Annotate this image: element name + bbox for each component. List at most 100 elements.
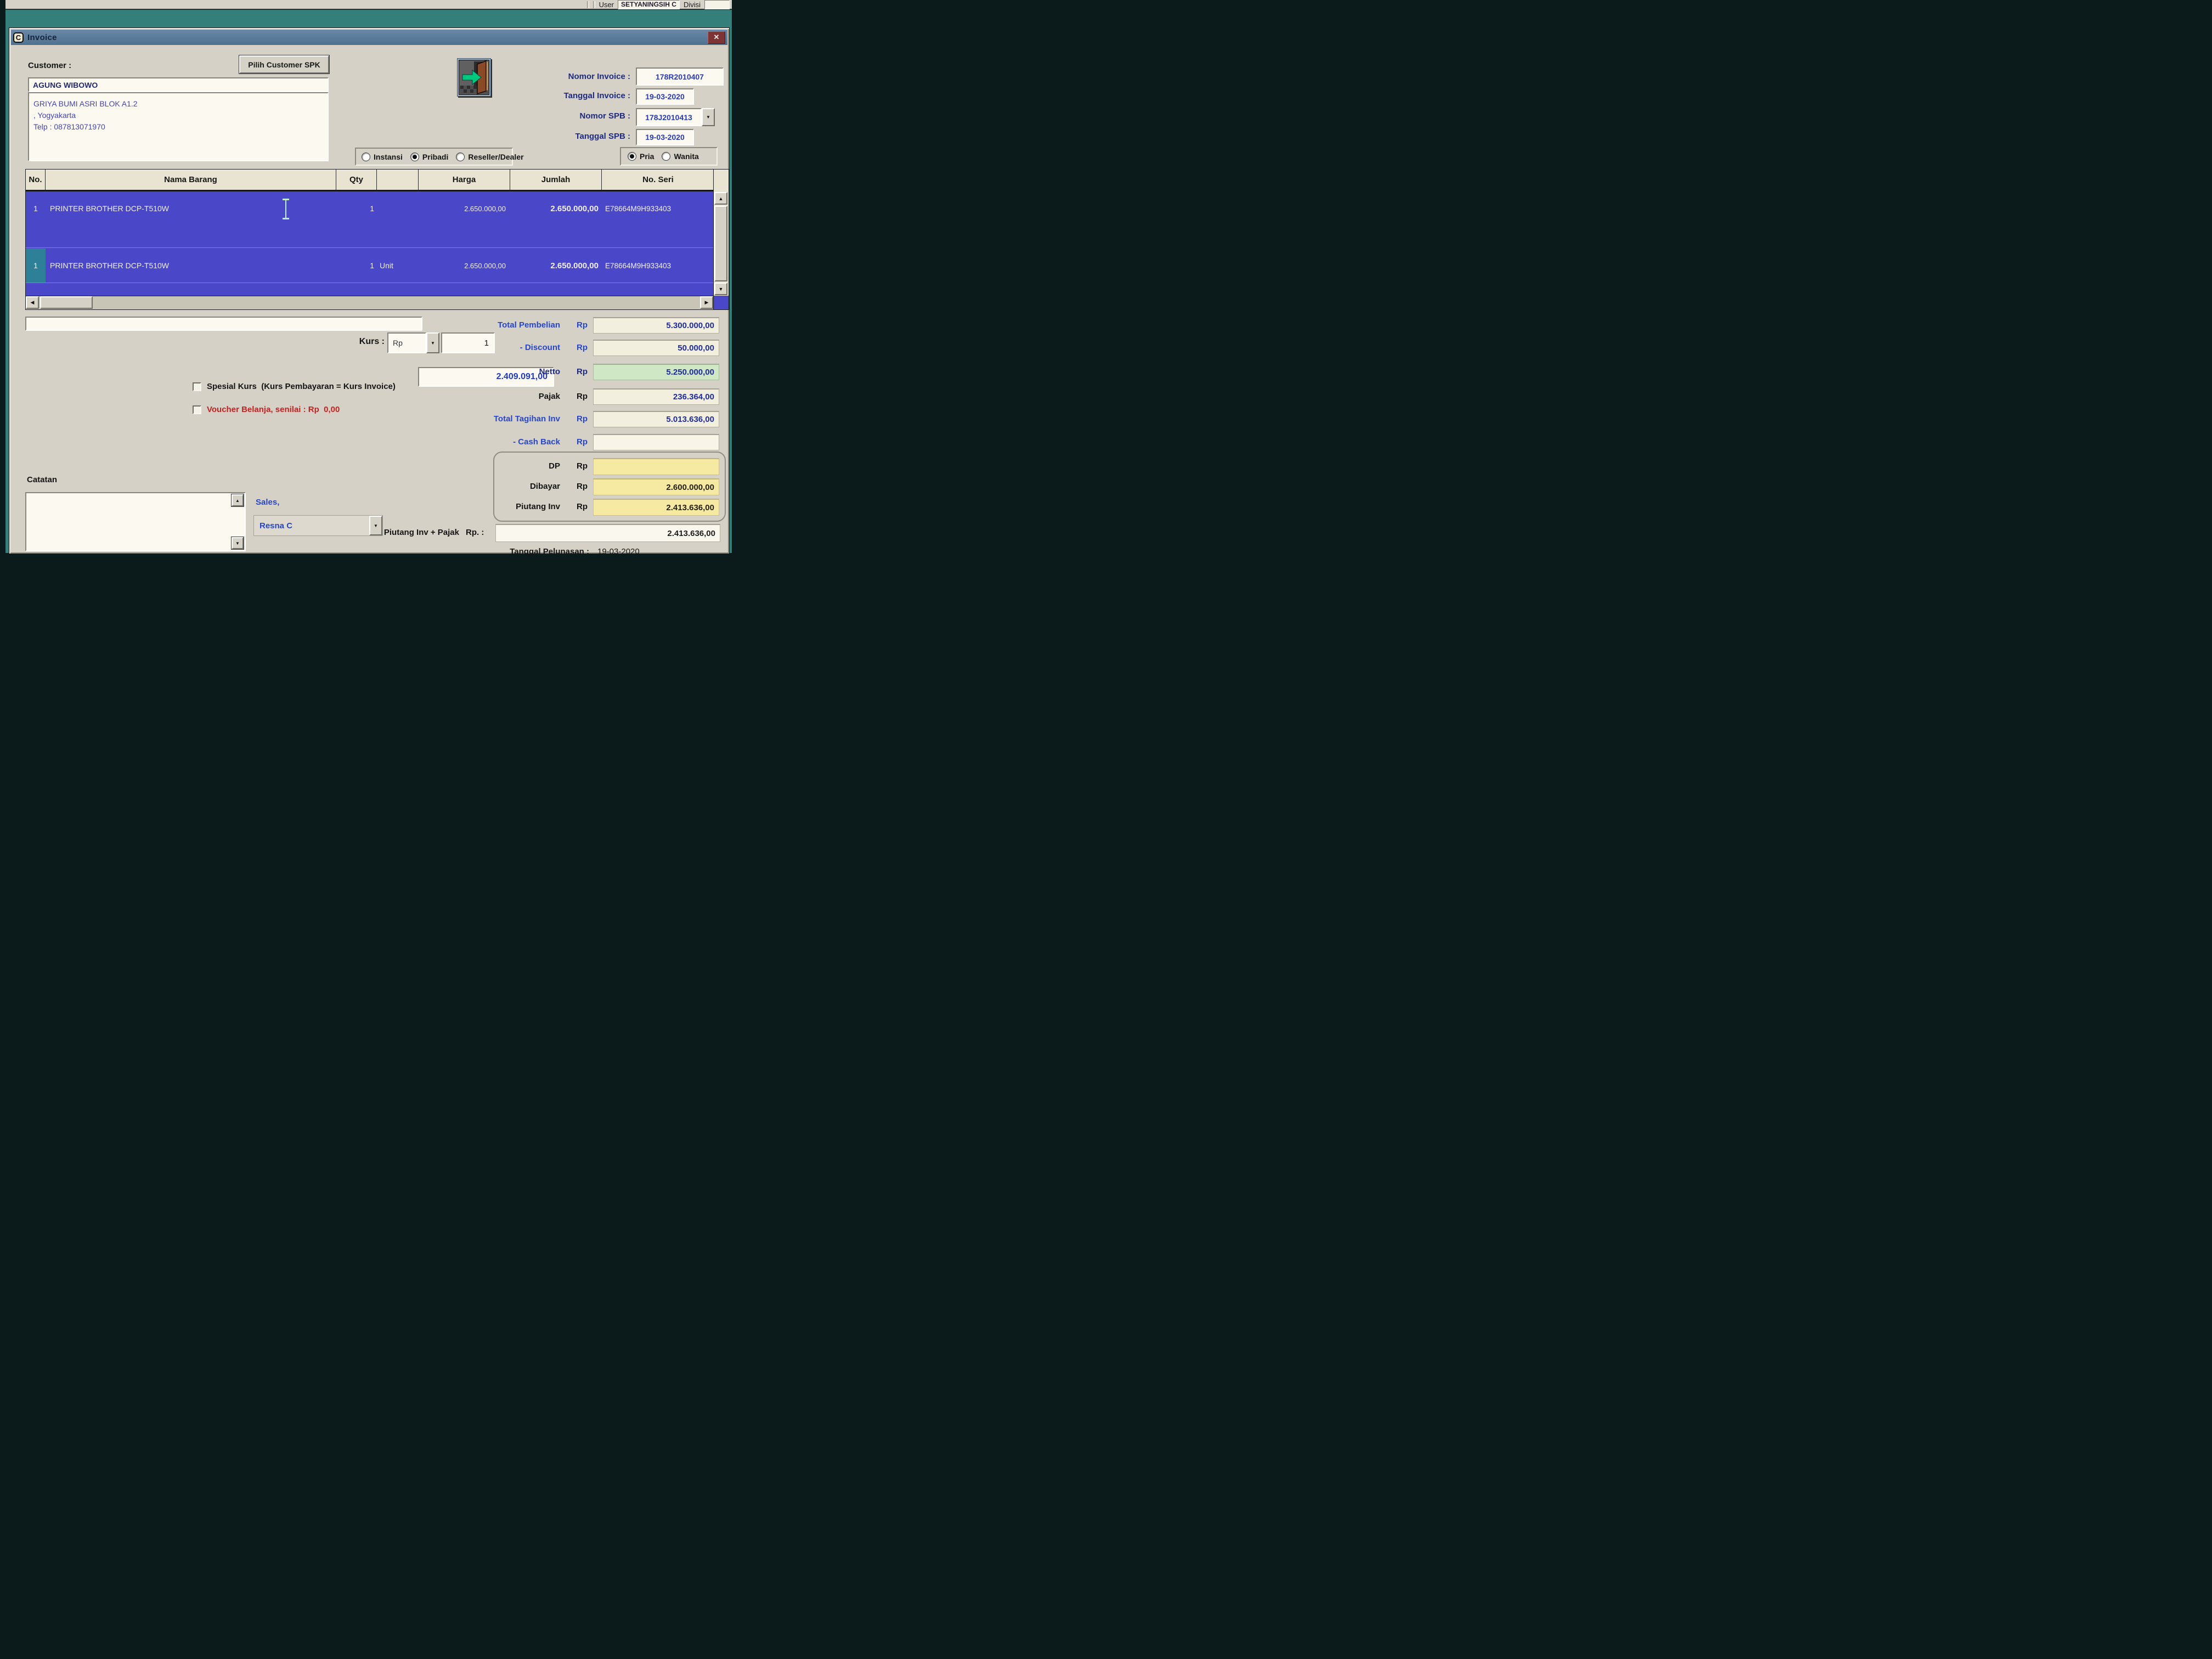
chevron-down-icon[interactable]: ▼ bbox=[369, 516, 382, 535]
address-line: Telp : 087813071970 bbox=[33, 122, 105, 131]
customer-name-field[interactable]: AGUNG WIBOWO bbox=[28, 77, 329, 92]
scrollbar-thumb[interactable] bbox=[714, 206, 727, 281]
netto-field[interactable]: 5.250.000,00 bbox=[593, 364, 719, 380]
nomor-invoice-label: Nomor Invoice : bbox=[568, 72, 630, 81]
table-row[interactable]: 1 PRINTER BROTHER DCP-T510W 1 Unit 2.650… bbox=[26, 249, 714, 283]
radio-selected-icon bbox=[410, 152, 419, 161]
dp-label: DP bbox=[549, 461, 560, 471]
cell-unit bbox=[377, 191, 419, 225]
col-header-unit[interactable] bbox=[377, 170, 419, 190]
total-tagihan-field[interactable]: 5.013.636,00 bbox=[593, 411, 719, 427]
title-bar[interactable]: C Invoice ✕ bbox=[11, 30, 727, 45]
scroll-down-button[interactable]: ▼ bbox=[714, 283, 727, 295]
piutang-pajak-field[interactable]: 2.413.636,00 bbox=[495, 524, 720, 542]
col-header-jumlah[interactable]: Jumlah bbox=[510, 170, 602, 190]
dibayar-field[interactable]: 2.600.000,00 bbox=[593, 478, 719, 495]
special-kurs-checkbox[interactable] bbox=[193, 382, 201, 391]
kurs-label: Kurs : bbox=[359, 337, 385, 346]
currency-label: Rp bbox=[577, 343, 588, 352]
pick-customer-spk-button[interactable]: Pilih Customer SPK bbox=[239, 55, 329, 74]
scrollbar-thumb[interactable] bbox=[40, 296, 93, 309]
currency-label: Rp bbox=[577, 502, 588, 511]
cell-jumlah: 2.650.000,00 bbox=[550, 261, 599, 270]
table-header: No. Nama Barang Qty Harga Jumlah No. Ser… bbox=[26, 170, 729, 191]
radio-wanita[interactable]: Wanita bbox=[662, 152, 699, 161]
payment-group bbox=[493, 452, 726, 522]
piutang-inv-field[interactable]: 2.413.636,00 bbox=[593, 499, 719, 516]
currency-label: Rp bbox=[577, 437, 588, 447]
col-header-nama[interactable]: Nama Barang bbox=[46, 170, 336, 190]
cell-jumlah: 2.650.000,00 bbox=[550, 204, 599, 213]
voucher-checkbox[interactable] bbox=[193, 405, 201, 414]
nomor-spb-label: Nomor SPB : bbox=[579, 111, 630, 121]
tanggal-spb-field[interactable]: 19-03-2020 bbox=[636, 129, 694, 145]
chevron-down-icon[interactable]: ▼ bbox=[702, 108, 715, 126]
currency-label: Rp bbox=[577, 461, 588, 471]
scrollbar-corner bbox=[713, 296, 729, 309]
divisi-field[interactable] bbox=[704, 0, 730, 9]
notes-scroll-up-button[interactable]: ▲ bbox=[232, 494, 244, 506]
table-horizontal-scrollbar[interactable]: ◀ ▶ bbox=[26, 296, 714, 309]
table-body: 1 PRINTER BROTHER DCP-T510W 1 2.650.000,… bbox=[26, 191, 714, 296]
kurs-converted-field[interactable]: 2.409.091,00 bbox=[418, 367, 554, 387]
sales-combo[interactable]: Resna C ▼ bbox=[253, 515, 383, 536]
close-button[interactable]: ✕ bbox=[708, 31, 725, 44]
currency-label: Rp bbox=[577, 482, 588, 491]
customer-address-box[interactable]: GRIYA BUMI ASRI BLOK A1.2 , Yogyakarta T… bbox=[28, 92, 329, 161]
discount-field[interactable]: 50.000,00 bbox=[593, 340, 719, 356]
divisi-label: Divisi bbox=[683, 0, 701, 9]
radio-icon bbox=[662, 152, 671, 161]
currency-label: Rp bbox=[577, 414, 588, 424]
notes-scroll-down-button[interactable]: ▼ bbox=[232, 537, 244, 549]
cell-harga: 2.650.000,00 bbox=[464, 261, 506, 270]
kurs-currency-field[interactable]: Rp bbox=[387, 332, 426, 353]
nomor-invoice-field[interactable]: 178R2010407 bbox=[636, 67, 724, 86]
pajak-field[interactable]: 236.364,00 bbox=[593, 388, 719, 405]
item-entry-field[interactable] bbox=[25, 317, 422, 331]
col-header-no[interactable]: No. bbox=[26, 170, 46, 190]
top-toolbar: User SETYANINGSIH C Divisi bbox=[5, 0, 732, 10]
nomor-spb-combo[interactable]: 178J2010413 ▼ bbox=[636, 108, 715, 126]
nomor-spb-field[interactable]: 178J2010413 bbox=[636, 108, 702, 126]
total-pembelian-field[interactable]: 5.300.000,00 bbox=[593, 317, 719, 334]
cash-back-field[interactable] bbox=[593, 434, 719, 450]
dp-field[interactable] bbox=[593, 458, 719, 475]
cell-harga: 2.650.000,00 bbox=[464, 204, 506, 213]
col-header-seri[interactable]: No. Seri bbox=[642, 175, 674, 184]
cell-seri: E78664M9H933403 bbox=[605, 204, 672, 213]
radio-pribadi[interactable]: Pribadi bbox=[410, 152, 448, 161]
table-row[interactable]: 1 PRINTER BROTHER DCP-T510W 1 2.650.000,… bbox=[26, 191, 714, 225]
radio-instansi[interactable]: Instansi bbox=[362, 152, 403, 161]
kurs-currency-combo[interactable]: Rp ▼ bbox=[387, 332, 439, 353]
tanggal-pelunasan-value: 19-03-2020 bbox=[597, 547, 640, 556]
exit-button[interactable] bbox=[457, 58, 491, 97]
currency-label: Rp bbox=[577, 367, 588, 376]
col-header-qty[interactable]: Qty bbox=[336, 170, 377, 190]
kurs-rate-field[interactable]: 1 bbox=[441, 332, 495, 353]
window-title: Invoice bbox=[27, 32, 57, 42]
table-vertical-scrollbar[interactable]: ▲ ▼ bbox=[713, 170, 729, 296]
radio-pria[interactable]: Pria bbox=[628, 152, 654, 161]
scroll-left-button[interactable]: ◀ bbox=[26, 296, 39, 309]
scroll-up-button[interactable]: ▲ bbox=[714, 192, 727, 205]
sales-label: Sales, bbox=[256, 498, 280, 507]
cell-qty: 1 bbox=[370, 261, 374, 270]
special-kurs-label: Spesial Kurs (Kurs Pembayaran = Kurs Inv… bbox=[207, 382, 396, 391]
chevron-down-icon[interactable]: ▼ bbox=[426, 332, 439, 353]
dibayar-label: Dibayar bbox=[529, 482, 560, 491]
user-field[interactable]: SETYANINGSIH C bbox=[618, 0, 680, 9]
tanggal-invoice-field[interactable]: 19-03-2020 bbox=[636, 88, 694, 105]
radio-icon bbox=[456, 152, 465, 161]
discount-label: - Discount bbox=[520, 343, 560, 352]
cell-unit: Unit bbox=[380, 261, 393, 270]
app-icon: C bbox=[13, 32, 24, 43]
user-label: User bbox=[599, 0, 614, 9]
scroll-right-button[interactable]: ▶ bbox=[700, 296, 713, 309]
cell-seri: E78664M9H933403 bbox=[605, 261, 672, 270]
cash-back-label: - Cash Back bbox=[513, 437, 560, 447]
text-cursor bbox=[283, 199, 289, 219]
catatan-textarea[interactable] bbox=[25, 492, 246, 551]
col-header-harga[interactable]: Harga bbox=[419, 170, 510, 190]
tanggal-spb-label: Tanggal SPB : bbox=[575, 132, 630, 141]
radio-reseller[interactable]: Reseller/Dealer bbox=[456, 152, 524, 161]
